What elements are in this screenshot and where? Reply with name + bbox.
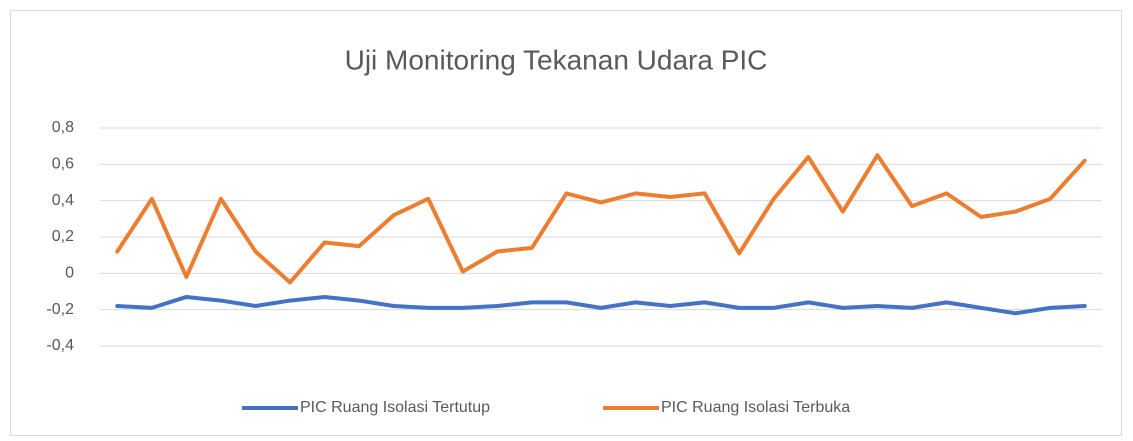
legend-label: PIC Ruang Isolasi Terbuka [661,399,850,416]
y-tick-label: 0,2 [52,228,74,245]
line-series [115,294,1087,316]
y-tick-label: 0 [65,265,74,282]
y-tick-label: -0,4 [46,337,74,354]
chart-border [10,10,1122,436]
y-tick-label: 0,4 [52,192,74,209]
chart-title: Uji Monitoring Tekanan Udara PIC [345,44,768,75]
y-tick-label: -0,2 [46,301,74,318]
line-series [115,153,1087,285]
y-tick-label: 0,6 [52,156,74,173]
legend-label: PIC Ruang Isolasi Tertutup [300,399,490,416]
y-tick-label: 0,8 [52,119,74,136]
